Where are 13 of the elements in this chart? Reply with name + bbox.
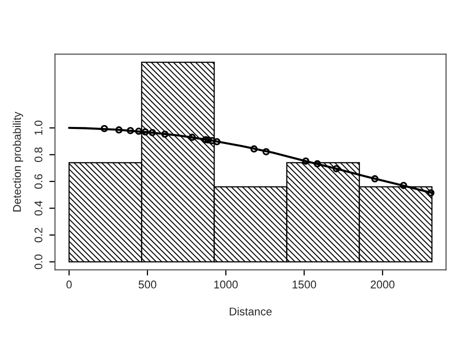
y-tick-label: 0.6 <box>34 174 42 189</box>
x-tick-label: 1500 <box>292 280 316 288</box>
y-tick-label: 0.8 <box>34 147 42 162</box>
y-axis-title: Detection probability <box>12 112 24 212</box>
x-tick-label: 2000 <box>370 280 394 288</box>
y-tick-label: 1.0 <box>34 120 42 135</box>
x-tick-label: 0 <box>66 280 72 288</box>
y-tick-label: 0.0 <box>34 254 42 270</box>
x-axis-title: Distance <box>230 307 272 316</box>
x-tick-label: 500 <box>138 280 156 288</box>
y-tick-label: 0.2 <box>34 228 42 242</box>
x-tick-label: 1000 <box>214 280 238 288</box>
y-tick-label: 0.4 <box>34 200 42 216</box>
